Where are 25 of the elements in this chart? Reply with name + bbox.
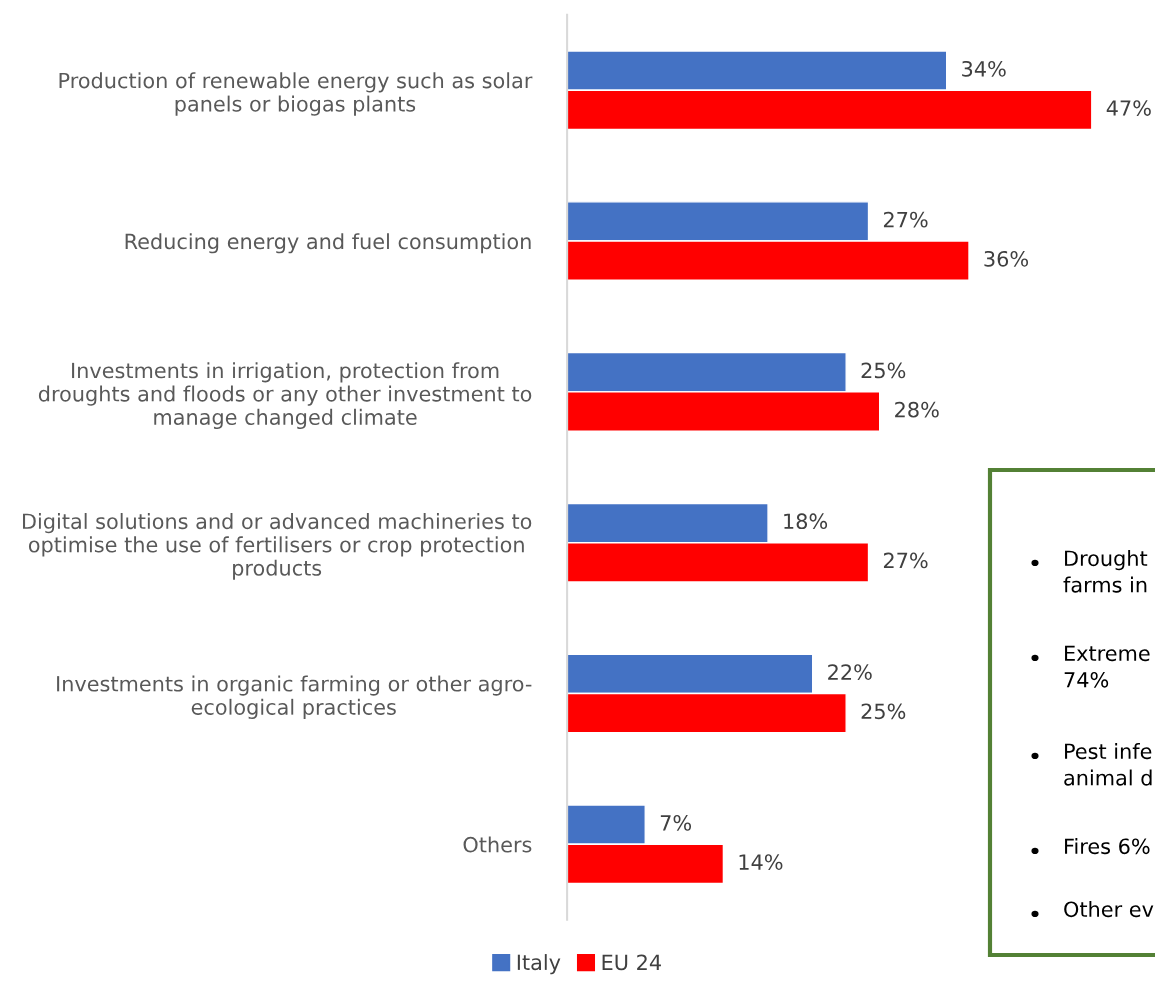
data-label: 25%: [861, 703, 906, 720]
data-label: 7%: [660, 814, 692, 831]
data-label: 34%: [962, 60, 1006, 77]
annotation: Pest infe animal d: [1064, 743, 1152, 786]
data-label: 28%: [895, 401, 939, 418]
data-label: 22%: [828, 664, 872, 680]
annotation: Other ev: [1064, 901, 1154, 918]
data-label: 18%: [784, 513, 828, 530]
y-tick-label: Production of renewable energy such as solar panels or biogas plants: [59, 72, 533, 116]
data-label: 47%: [1106, 100, 1151, 116]
y-tick-label: Investments in organic farming or other agro- ecological practices: [57, 675, 532, 719]
annotation: Extreme 74%: [1064, 645, 1150, 688]
legend-label: Italy: [517, 954, 561, 975]
data-label: 27%: [883, 552, 928, 569]
data-label: 36%: [984, 250, 1029, 267]
data-label: 27%: [883, 211, 928, 228]
data-label: 25%: [861, 362, 906, 379]
y-tick-label: Digital solutions and or advanced machineries to optimise the use of fertilisers or crop protection products: [23, 513, 532, 580]
y-tick-label: Others: [463, 836, 532, 853]
y-tick-label: Reducing energy and fuel consumption: [125, 233, 531, 254]
data-label: 14%: [739, 854, 783, 870]
annotation: Fires 6%: [1065, 838, 1150, 855]
annotation: Drought farms in: [1063, 550, 1148, 593]
legend-label: EU 24: [602, 954, 661, 971]
y-tick-label: Investments in irrigation, protection from droughts and floods or any other investment to manage changed climate: [38, 362, 532, 430]
